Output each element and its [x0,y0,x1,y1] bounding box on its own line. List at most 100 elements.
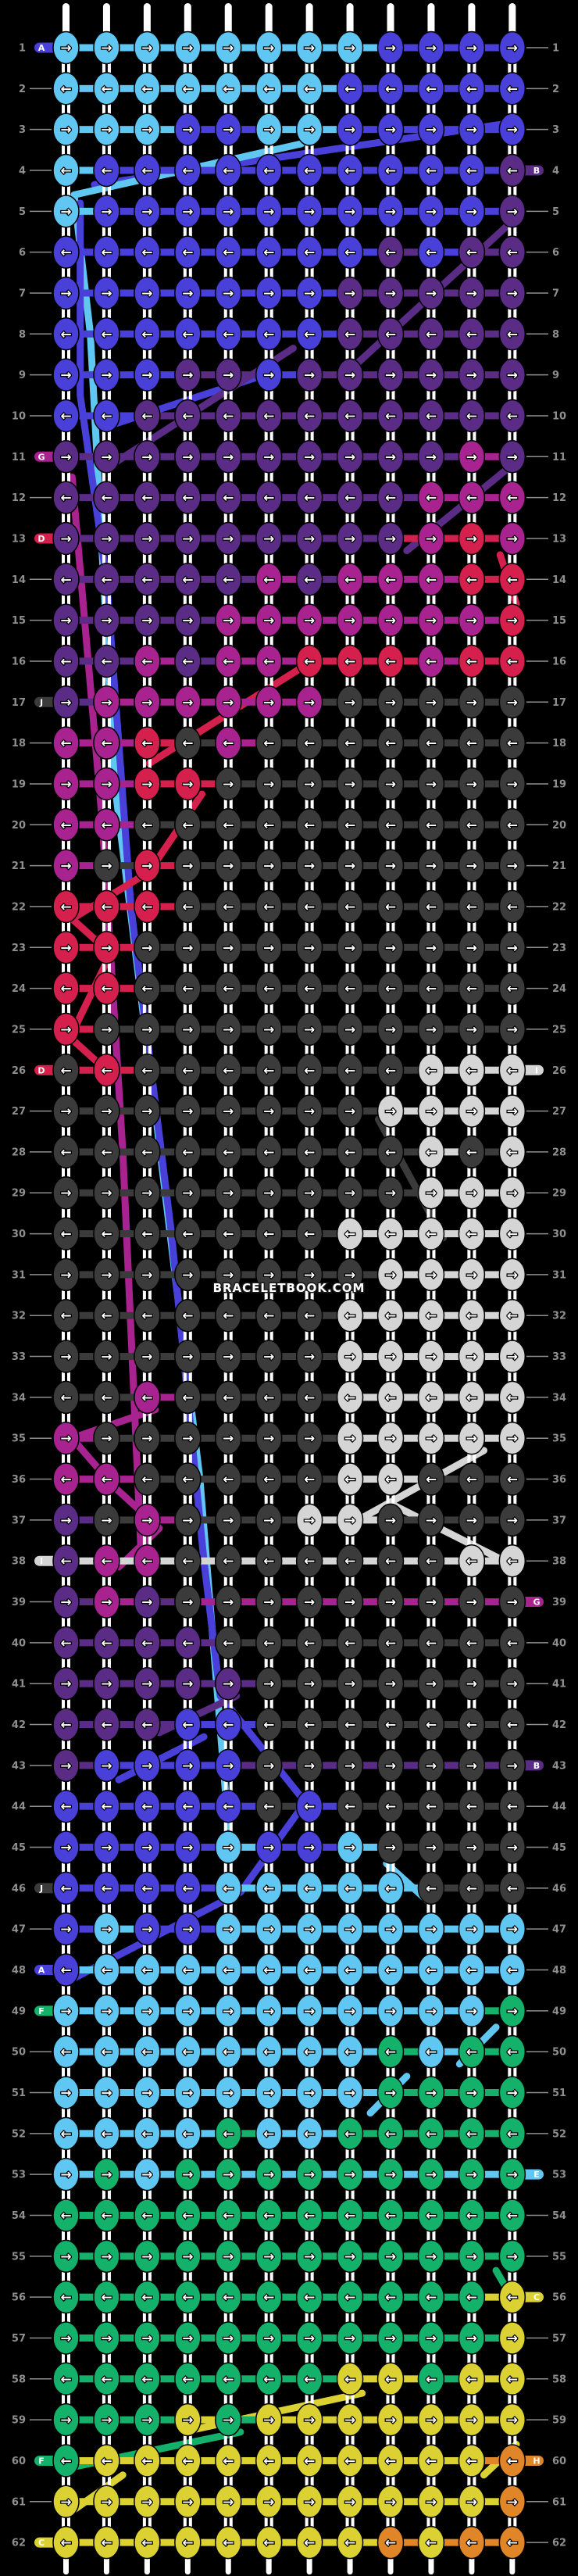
knot-r23-c12[interactable] [498,931,526,964]
knot-r37-c5[interactable] [215,1503,242,1537]
knot-r5-c1[interactable] [52,195,80,228]
knot-r37-c12[interactable] [498,1503,526,1537]
knot-r28-c2[interactable] [93,1135,120,1169]
knot-r33-c2[interactable] [93,1340,120,1373]
knot-r53-c3[interactable] [134,2157,161,2191]
knot-r33-c7[interactable] [295,1340,323,1373]
knot-r23-c6[interactable] [255,931,283,964]
knot-r13-c3[interactable] [134,521,161,556]
knot-r59-c1[interactable] [52,2402,80,2437]
knot-r51-c8[interactable] [336,2076,364,2109]
knot-r44-c4[interactable] [174,1789,202,1823]
knot-r41-c4[interactable] [174,1666,202,1701]
knot-r47-c6[interactable] [255,1912,283,1946]
knot-r44-c10[interactable] [417,1789,445,1823]
knot-r31-c1[interactable] [52,1258,80,1292]
knot-r24-c7[interactable] [295,971,323,1005]
knot-r15-c7[interactable] [295,603,323,637]
knot-r38-c7[interactable] [295,1544,323,1578]
knot-r48-c10[interactable] [417,1953,445,1987]
knot-r6-c8[interactable] [336,235,364,269]
knot-r51-c9[interactable] [376,2076,405,2109]
knot-r12-c3[interactable] [134,481,161,514]
knot-r4-c12[interactable] [498,153,526,188]
knot-r26-c12[interactable] [498,1054,526,1087]
knot-r62-c11[interactable] [458,2525,486,2560]
knot-r32-c3[interactable] [134,1298,161,1333]
knot-r45-c7[interactable] [295,1830,323,1864]
knot-r35-c10[interactable] [417,1421,445,1455]
knot-r8-c1[interactable] [52,317,80,351]
knot-r44-c11[interactable] [458,1789,486,1823]
knot-r2-c6[interactable] [255,72,283,106]
knot-r45-c12[interactable] [498,1830,526,1864]
knot-r32-c11[interactable] [458,1298,486,1333]
knot-r13-c4[interactable] [174,521,202,556]
knot-r56-c8[interactable] [336,2280,364,2314]
knot-r32-c1[interactable] [52,1298,80,1333]
knot-r5-c10[interactable] [417,195,445,228]
knot-r51-c7[interactable] [295,2076,323,2109]
knot-r2-c2[interactable] [93,72,120,106]
knot-r27-c11[interactable] [458,1094,486,1128]
knot-r5-c11[interactable] [458,195,486,228]
knot-r45-c6[interactable] [255,1830,283,1864]
knot-r1-c5[interactable] [215,30,242,65]
knot-r11-c7[interactable] [295,440,323,474]
knot-r39-c6[interactable] [255,1585,283,1619]
knot-r61-c6[interactable] [255,2485,283,2519]
knot-r20-c12[interactable] [498,808,526,842]
knot-r15-c4[interactable] [174,603,202,637]
knot-r62-c8[interactable] [336,2525,364,2560]
knot-r26-c7[interactable] [295,1054,323,1087]
knot-r25-c2[interactable] [93,1012,120,1046]
knot-r10-c9[interactable] [376,399,405,433]
knot-r30-c10[interactable] [417,1217,445,1250]
knot-r61-c10[interactable] [417,2485,445,2519]
knot-r37-c9[interactable] [376,1503,405,1537]
knot-r22-c7[interactable] [295,889,323,924]
knot-r36-c10[interactable] [417,1462,445,1496]
knot-r15-c1[interactable] [52,603,80,637]
knot-r16-c11[interactable] [458,644,486,678]
knot-r56-c6[interactable] [255,2280,283,2314]
knot-r44-c7[interactable] [295,1789,323,1823]
knot-r51-c1[interactable] [52,2076,80,2109]
knot-r9-c10[interactable] [417,358,445,392]
knot-r42-c6[interactable] [255,1708,283,1741]
knot-r18-c1[interactable] [52,726,80,760]
knot-r28-c5[interactable] [215,1135,242,1169]
knot-r36-c2[interactable] [93,1462,120,1496]
knot-r5-c8[interactable] [336,195,364,228]
knot-r49-c4[interactable] [174,1994,202,2028]
knot-r11-c9[interactable] [376,440,405,474]
knot-r35-c3[interactable] [134,1421,161,1455]
knot-r16-c10[interactable] [417,644,445,678]
knot-r33-c5[interactable] [215,1340,242,1373]
knot-r28-c9[interactable] [376,1135,405,1169]
knot-r49-c9[interactable] [376,1994,405,2028]
knot-r21-c2[interactable] [93,849,120,882]
knot-r9-c1[interactable] [52,358,80,392]
knot-r37-c7[interactable] [295,1503,323,1537]
knot-r25-c7[interactable] [295,1012,323,1046]
knot-r3-c7[interactable] [295,113,323,146]
knot-r15-c6[interactable] [255,603,283,637]
knot-r30-c9[interactable] [376,1217,405,1250]
knot-r38-c6[interactable] [255,1544,283,1578]
knot-r41-c8[interactable] [336,1666,364,1701]
knot-r55-c3[interactable] [134,2239,161,2274]
knot-r8-c9[interactable] [376,317,405,351]
knot-r9-c6[interactable] [255,358,283,392]
knot-r6-c1[interactable] [52,235,80,269]
knot-r5-c6[interactable] [255,195,283,228]
knot-r31-c2[interactable] [93,1258,120,1292]
knot-r60-c2[interactable] [93,2444,120,2478]
knot-r55-c9[interactable] [376,2239,405,2274]
knot-r10-c2[interactable] [93,399,120,433]
knot-r16-c1[interactable] [52,644,80,678]
knot-r20-c2[interactable] [93,808,120,842]
knot-r39-c7[interactable] [295,1585,323,1619]
knot-r4-c5[interactable] [215,153,242,188]
knot-r44-c1[interactable] [52,1789,80,1823]
